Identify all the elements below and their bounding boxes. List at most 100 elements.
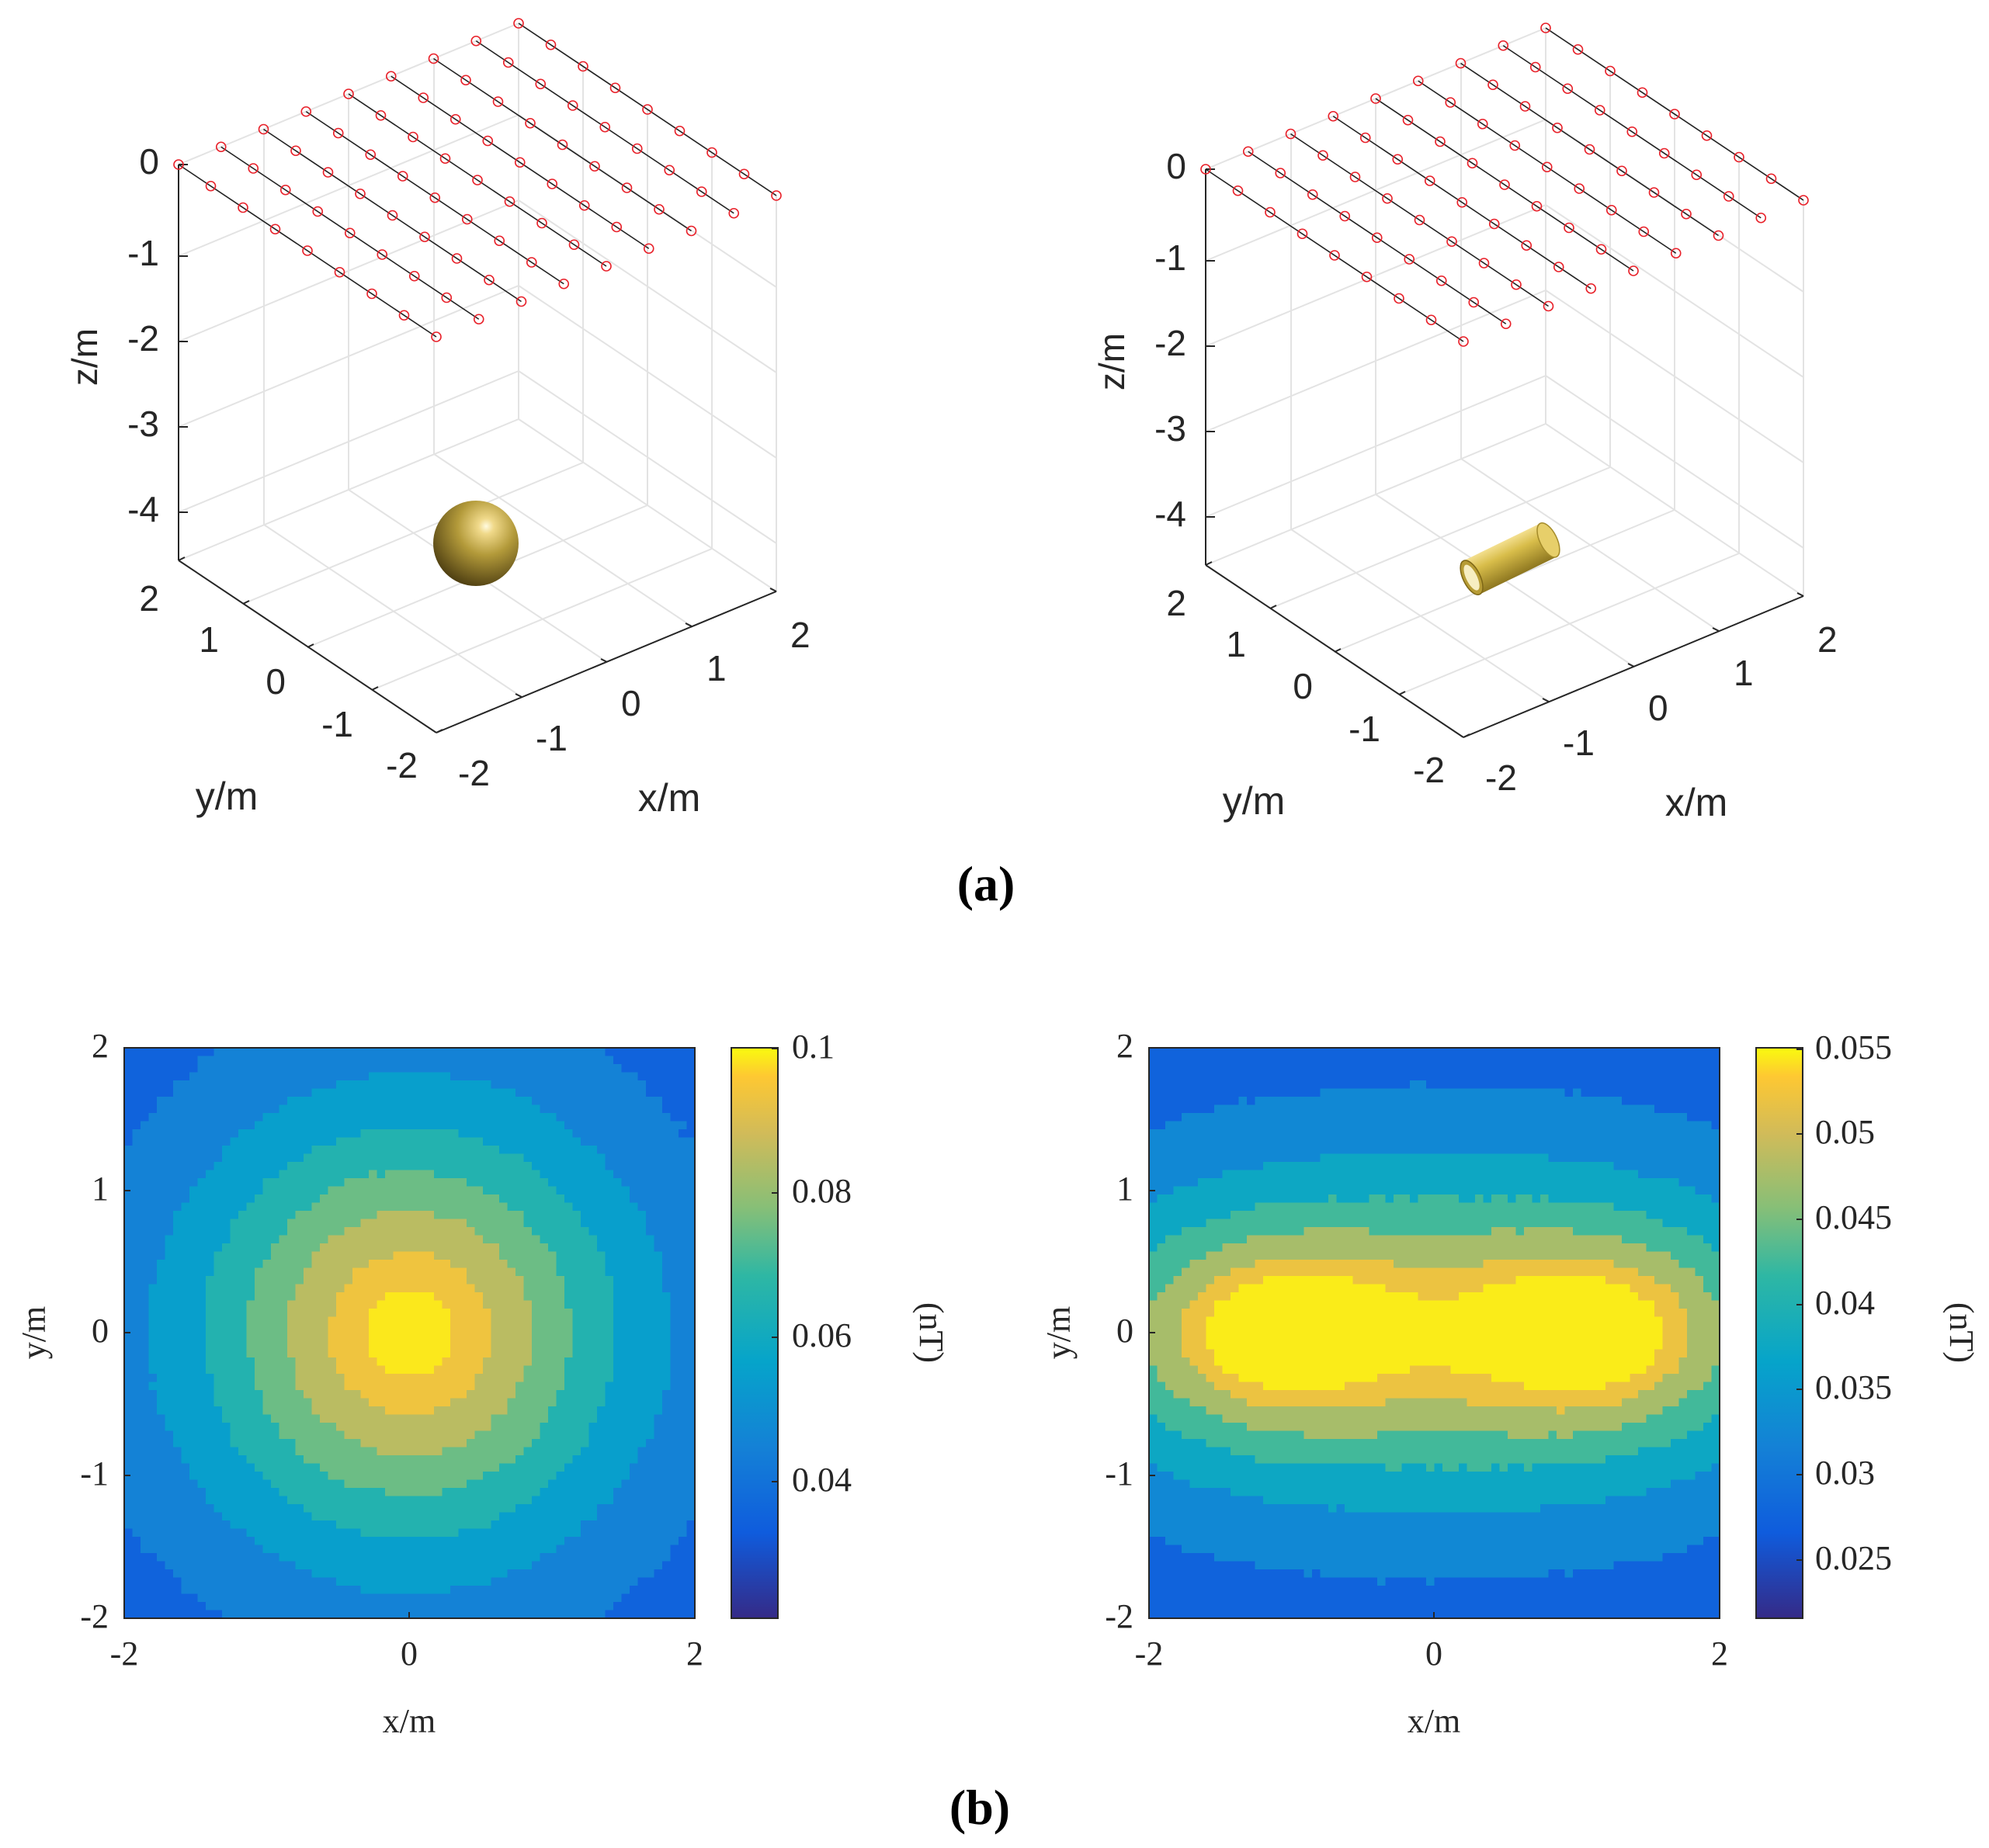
- contour-cell: [344, 1235, 353, 1244]
- contour-cell: [165, 1064, 174, 1073]
- contour-cell: [328, 1488, 337, 1497]
- contour-cell: [344, 1056, 353, 1065]
- contour-cell: [157, 1593, 166, 1603]
- contour-cell: [467, 1520, 476, 1530]
- contour-cell: [141, 1121, 150, 1130]
- contour-cell: [491, 1235, 500, 1244]
- contour-cell: [393, 1186, 402, 1195]
- contour-cell: [467, 1553, 476, 1562]
- contour-cell: [393, 1267, 402, 1277]
- contour-cell: [173, 1316, 182, 1326]
- contour-cell: [295, 1267, 304, 1277]
- contour-cell: [474, 1414, 484, 1423]
- contour-cell: [206, 1316, 215, 1326]
- contour-cell: [336, 1056, 345, 1065]
- contour-cell: [189, 1202, 199, 1212]
- contour-cell: [238, 1292, 248, 1302]
- contour-cell: [515, 1227, 525, 1236]
- contour-cell: [686, 1064, 695, 1073]
- contour-cell: [630, 1504, 639, 1513]
- contour-cell: [287, 1520, 297, 1530]
- contour-cell: [499, 1309, 509, 1318]
- contour-cell: [409, 1235, 418, 1244]
- contour-cell: [213, 1504, 223, 1513]
- contour-cell: [621, 1382, 630, 1391]
- contour-cell: [630, 1137, 639, 1146]
- contour-cell: [532, 1512, 541, 1521]
- contour-cell: [230, 1341, 239, 1350]
- contour-cell: [369, 1243, 378, 1253]
- contour-cell: [630, 1439, 639, 1448]
- contour-cell: [165, 1472, 174, 1481]
- contour-cell: [189, 1561, 199, 1570]
- contour-cell: [637, 1537, 647, 1546]
- contour-cell: [442, 1097, 451, 1106]
- contour-cell: [646, 1349, 655, 1358]
- contour-cell: [654, 1276, 663, 1285]
- contour-cell: [507, 1406, 516, 1416]
- contour-cell: [148, 1153, 158, 1163]
- contour-cell: [474, 1309, 484, 1318]
- contour-cell: [564, 1512, 574, 1521]
- contour-cell: [401, 1292, 411, 1302]
- contour-cell: [385, 1512, 394, 1521]
- contour-cell: [425, 1129, 435, 1139]
- contour-cell: [304, 1390, 313, 1399]
- contour-cell: [262, 1479, 272, 1489]
- contour-cell: [686, 1104, 695, 1114]
- contour-cell: [352, 1178, 362, 1188]
- contour-cell: [189, 1316, 199, 1326]
- contour-cell: [206, 1406, 215, 1416]
- measurement-point: [1445, 97, 1456, 108]
- contour-cell: [523, 1260, 533, 1269]
- measurement-point: [248, 163, 259, 174]
- contour-cell: [262, 1146, 272, 1155]
- contour-cell: [141, 1602, 150, 1611]
- contour-cell: [637, 1300, 647, 1309]
- contour-cell: [679, 1593, 688, 1603]
- contour-cell: [442, 1300, 451, 1309]
- contour-cell: [588, 1593, 598, 1603]
- measurement-point: [1511, 279, 1522, 290]
- contour-cell: [621, 1316, 630, 1326]
- contour-cell: [679, 1284, 688, 1293]
- contour-cell: [157, 1080, 166, 1090]
- contour-cell: [515, 1472, 525, 1481]
- contour-cell: [662, 1186, 672, 1195]
- contour-cell: [679, 1463, 688, 1472]
- contour-cell: [295, 1504, 304, 1513]
- contour-cell: [262, 1113, 272, 1122]
- contour-cell: [474, 1504, 484, 1513]
- contour-cell: [222, 1137, 231, 1146]
- contour-cell: [630, 1333, 639, 1342]
- contour-cell: [320, 1260, 329, 1269]
- contour-cell: [206, 1414, 215, 1423]
- contour-cell: [328, 1088, 337, 1097]
- contour-cell: [157, 1186, 166, 1195]
- contour-cell: [540, 1202, 549, 1212]
- contour-cell: [597, 1186, 606, 1195]
- contour-cell: [279, 1349, 288, 1358]
- contour-cell: [401, 1479, 411, 1489]
- x-tick: -2: [1485, 758, 1517, 798]
- contour-cell: [654, 1211, 663, 1220]
- contour-cell: [621, 1202, 630, 1212]
- contour-cell: [491, 1349, 500, 1358]
- contour-cell: [483, 1439, 492, 1448]
- contour-cell: [654, 1365, 663, 1375]
- contour-cell: [458, 1569, 467, 1579]
- contour-cell: [369, 1178, 378, 1188]
- contour-cell: [377, 1528, 386, 1538]
- contour-cell: [295, 1390, 304, 1399]
- contour-cell: [148, 1097, 158, 1106]
- contour-cell: [230, 1349, 239, 1358]
- contour-cell: [279, 1309, 288, 1318]
- contour-cell: [344, 1398, 353, 1407]
- contour-cell: [255, 1561, 264, 1570]
- contour-cell: [206, 1593, 215, 1603]
- contour-cell: [255, 1194, 264, 1204]
- contour-cell: [304, 1472, 313, 1481]
- contour-cell: [654, 1292, 663, 1302]
- contour-cell: [141, 1374, 150, 1383]
- contour-cell: [262, 1349, 272, 1358]
